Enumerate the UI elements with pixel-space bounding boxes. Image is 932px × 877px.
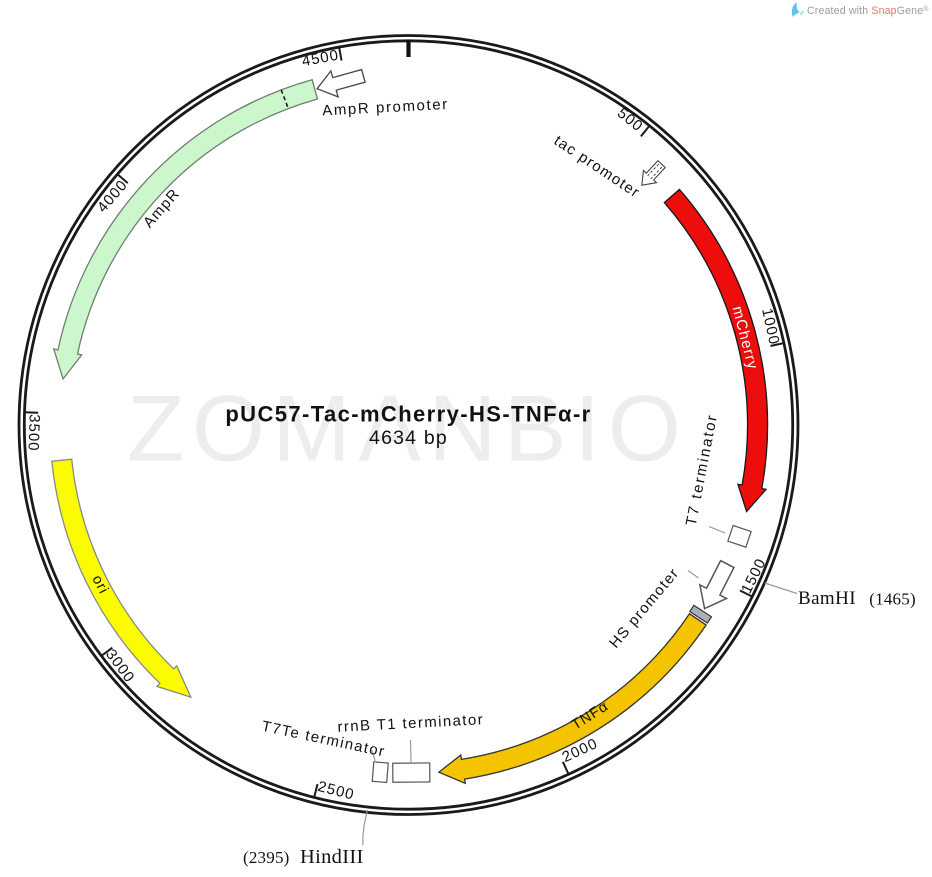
svg-text:pUC57-Tac-mCherry-HS-TNFα-r: pUC57-Tac-mCherry-HS-TNFα-r <box>225 402 591 427</box>
svg-text:4634 bp: 4634 bp <box>369 427 448 449</box>
svg-text:(1465): (1465) <box>869 590 916 609</box>
svg-text:BamHI: BamHI <box>798 588 856 609</box>
svg-text:(2395): (2395) <box>243 848 290 867</box>
svg-text:Created with SnapGene®: Created with SnapGene® <box>807 5 929 17</box>
svg-text:HindIII: HindIII <box>300 846 364 868</box>
svg-text:rrnB T1 terminator: rrnB T1 terminator <box>337 711 484 736</box>
svg-text:3500: 3500 <box>24 414 42 452</box>
svg-text:T7 terminator: T7 terminator <box>683 412 721 527</box>
svg-text:tac promoter: tac promoter <box>551 132 643 202</box>
svg-text:1000: 1000 <box>758 307 783 347</box>
svg-text:AmpR promoter: AmpR promoter <box>322 96 449 120</box>
svg-text:500: 500 <box>614 105 646 136</box>
svg-text:1500: 1500 <box>738 555 770 596</box>
